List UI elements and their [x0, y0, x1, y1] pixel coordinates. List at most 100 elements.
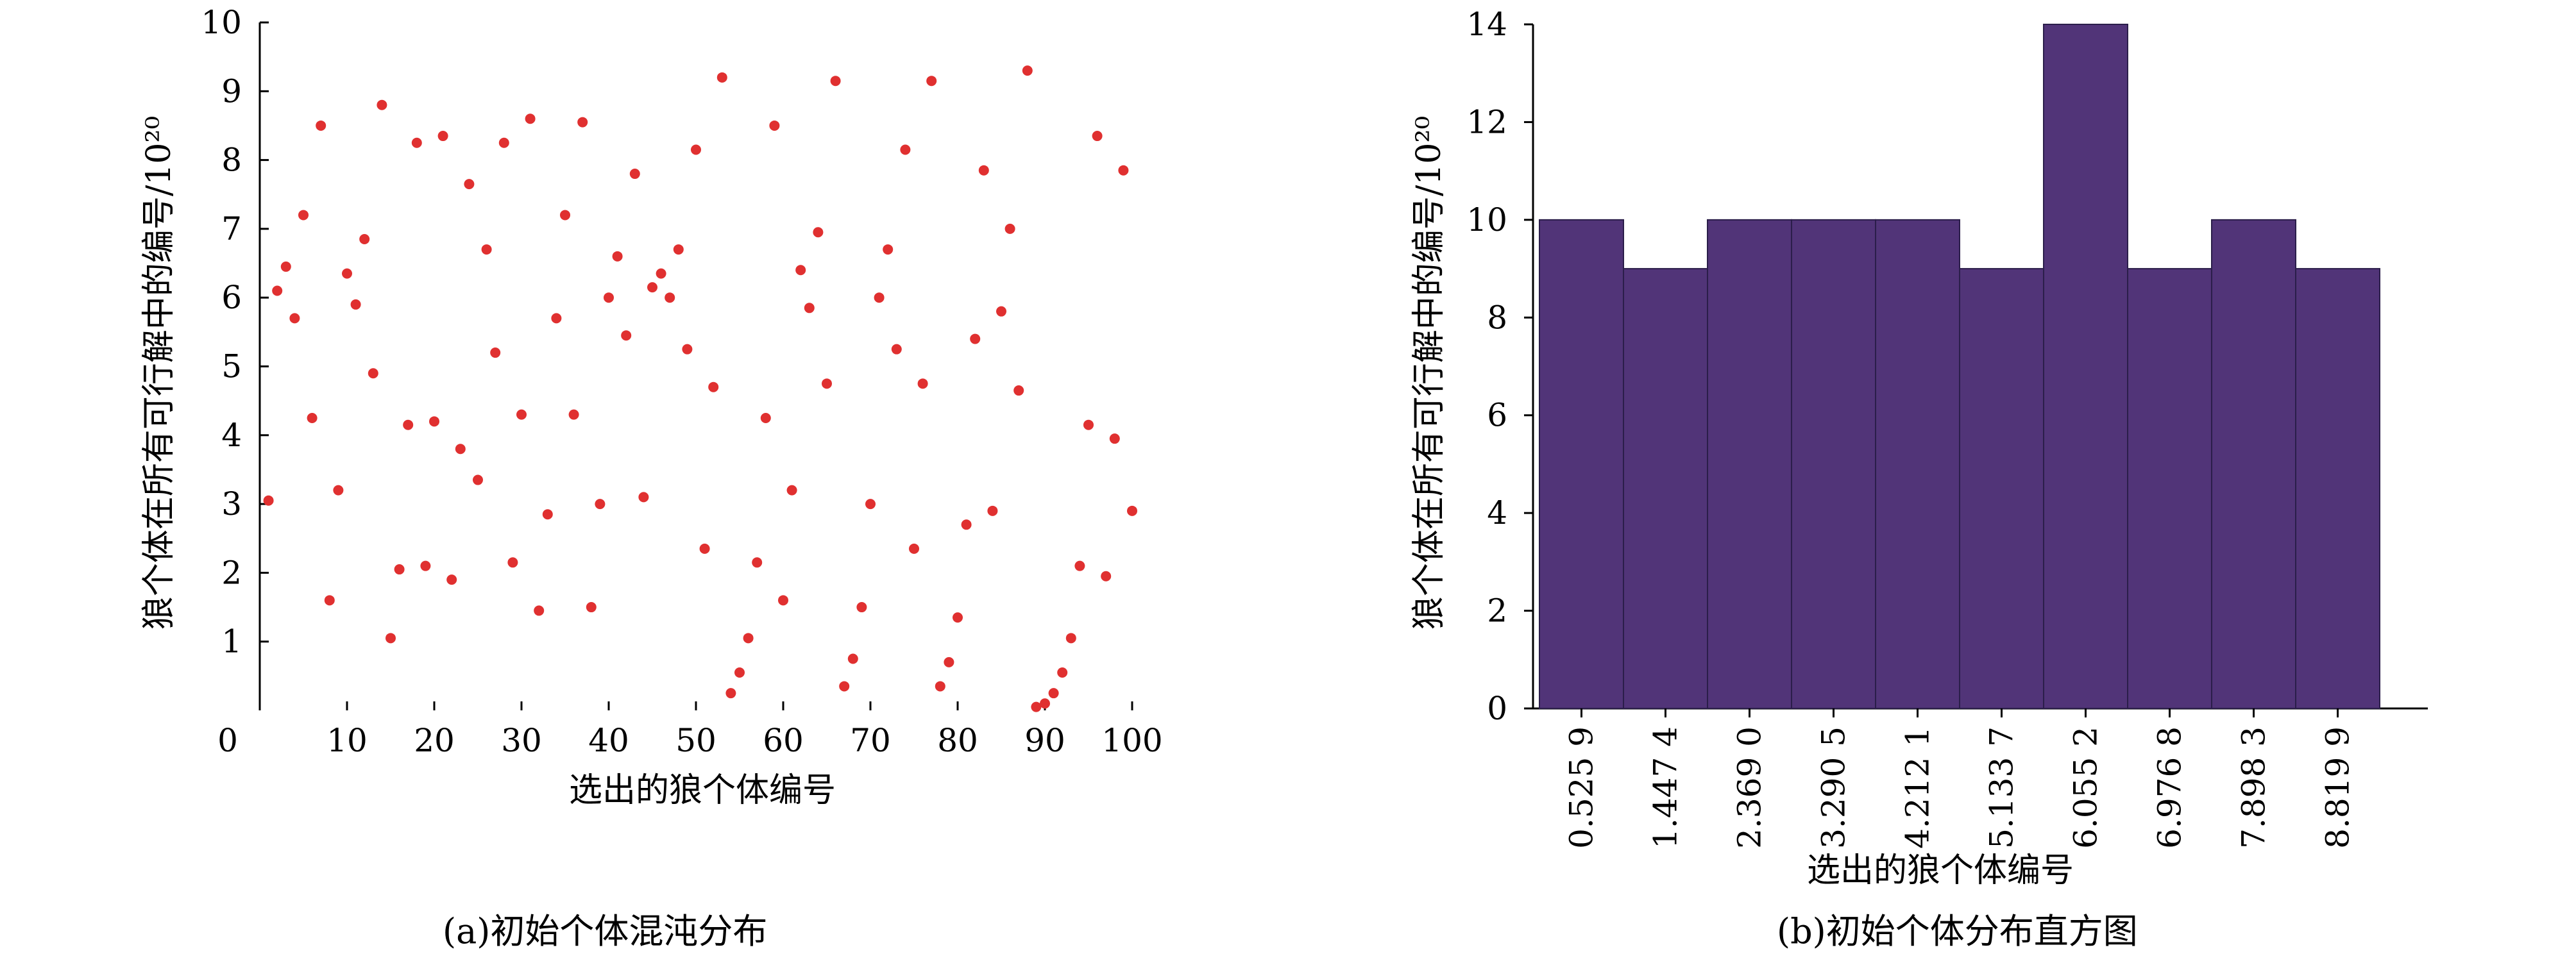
scatter-point — [534, 605, 545, 616]
scatter-chart: 0 10 20 30 40 50 60 70 80 90 100 1 2 3 4 5 6 7 8 9 10 选出的狼个体编… — [140, 4, 1163, 810]
scatter-point — [1057, 667, 1068, 678]
scatter-point — [386, 633, 396, 644]
scatter-point — [516, 409, 527, 420]
scatter-point — [1065, 633, 1076, 644]
hist-y-tick-label: 8 — [1487, 299, 1507, 336]
scatter-y-tick-label: 10 — [201, 4, 242, 41]
scatter-x-tick-label: 30 — [501, 722, 542, 759]
scatter-x-tick-label: 40 — [588, 722, 629, 759]
scatter-point — [551, 313, 562, 324]
scatter-point — [586, 602, 597, 613]
scatter-point — [1109, 433, 1120, 444]
scatter-point — [935, 681, 945, 692]
scatter-point — [621, 330, 632, 341]
scatter-point — [716, 72, 727, 83]
scatter-point — [786, 485, 797, 496]
scatter-point — [604, 292, 614, 303]
scatter-point — [1118, 165, 1129, 176]
scatter-point — [891, 344, 902, 355]
scatter-point — [507, 557, 518, 568]
scatter-point — [429, 416, 439, 427]
scatter-y-tick-label: 5 — [221, 348, 242, 385]
scatter-point — [1127, 505, 1137, 516]
scatter-point — [481, 244, 492, 255]
hist-bar — [2211, 219, 2296, 710]
hist-x-tick-label: 8.819 9 — [2319, 726, 2357, 849]
scatter-point — [1004, 223, 1015, 234]
scatter-point — [377, 99, 387, 110]
scatter-point — [577, 117, 588, 128]
hist-bar — [1959, 268, 2044, 710]
scatter-point — [926, 76, 937, 87]
scatter-x-tick-label: 10 — [326, 722, 368, 759]
scatter-point — [403, 419, 414, 430]
scatter-y-tick-label: 9 — [221, 72, 242, 110]
hist-y-tick-label: 12 — [1466, 103, 1507, 140]
scatter-point — [1048, 688, 1059, 699]
scatter-point — [298, 210, 309, 221]
scatter-point — [568, 409, 579, 420]
scatter-y-label: 狼个体在所有可行解中的编号/10²⁰ — [140, 116, 178, 630]
hist-y-tick-label: 14 — [1466, 6, 1507, 43]
scatter-point — [725, 688, 736, 699]
scatter-point — [498, 137, 509, 148]
scatter-point — [280, 261, 291, 272]
scatter-point — [638, 492, 649, 503]
scatter-point — [734, 667, 745, 678]
scatter-point — [612, 251, 623, 262]
scatter-point — [1040, 698, 1050, 709]
scatter-point — [883, 244, 894, 255]
hist-bar — [1539, 219, 1624, 710]
scatter-point — [420, 560, 431, 571]
scatter-point — [542, 509, 553, 520]
scatter-y-tick-label: 6 — [221, 279, 242, 316]
scatter-point — [839, 681, 850, 692]
scatter-point — [673, 244, 684, 255]
hist-y-label: 狼个体在所有可行解中的编号/10²⁰ — [1410, 116, 1448, 630]
scatter-point — [342, 268, 352, 279]
scatter-point — [263, 495, 274, 506]
scatter-point — [307, 412, 318, 423]
hist-x-tick-label: 3.290 5 — [1815, 726, 1852, 849]
hist-x-tick-label: 0.525 9 — [1563, 726, 1600, 849]
scatter-point — [665, 292, 675, 303]
scatter-x-tick-label: 0 — [217, 722, 238, 759]
scatter-point — [490, 347, 501, 358]
scatter-point — [1022, 65, 1033, 76]
scatter-point — [595, 499, 606, 510]
scatter-x-tick-label: 60 — [763, 722, 804, 759]
scatter-y-tick-label: 7 — [221, 210, 242, 247]
hist-bar — [2043, 24, 2128, 709]
hist-bar — [1707, 219, 1792, 710]
scatter-y-tick-label: 4 — [221, 417, 242, 454]
scatter-point — [647, 282, 657, 293]
scatter-point — [437, 131, 448, 142]
scatter-point — [1031, 701, 1042, 712]
scatter-point — [909, 543, 919, 554]
scatter-point — [865, 499, 876, 510]
caption-left: (a)初始个体混沌分布 — [443, 911, 768, 951]
scatter-point — [778, 595, 788, 606]
scatter-point — [691, 144, 701, 155]
hist-bar — [2295, 268, 2380, 710]
scatter-point — [769, 120, 780, 131]
scatter-point — [1074, 560, 1085, 571]
scatter-point — [324, 595, 335, 606]
scatter-point — [411, 137, 422, 148]
scatter-point — [272, 285, 283, 296]
scatter-point — [978, 165, 989, 176]
hist-y-tick-label: 4 — [1487, 494, 1507, 531]
scatter-y-tick-label: 8 — [221, 142, 242, 179]
scatter-x-tick-label: 100 — [1101, 722, 1162, 759]
scatter-point — [708, 381, 719, 392]
hist-x-tick-label: 2.369 0 — [1731, 726, 1768, 849]
scatter-point — [368, 368, 378, 379]
scatter-point — [752, 557, 763, 568]
scatter-point — [804, 303, 815, 314]
scatter-point — [1083, 419, 1094, 430]
scatter-x-label: 选出的狼个体编号 — [569, 771, 836, 810]
scatter-point — [874, 292, 885, 303]
scatter-point — [525, 113, 536, 124]
hist-bar — [2127, 268, 2212, 710]
scatter-point — [473, 474, 483, 485]
